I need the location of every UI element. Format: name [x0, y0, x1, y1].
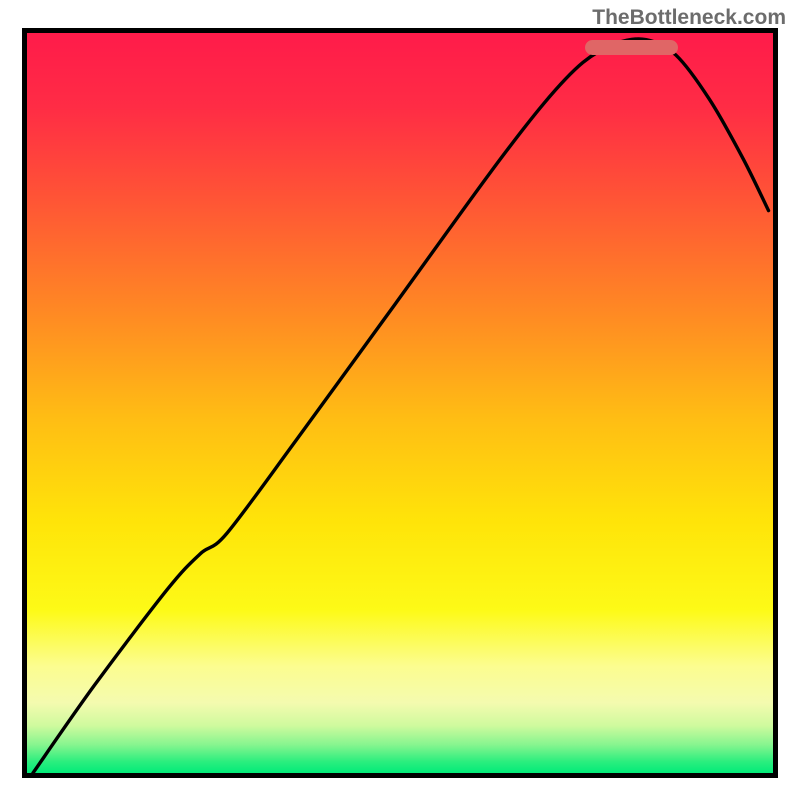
watermark-text: TheBottleneck.com	[592, 6, 786, 30]
bottleneck-chart: { "watermark": { "text": "TheBottleneck.…	[0, 0, 800, 800]
optimum-marker	[585, 40, 678, 55]
plot-frame	[22, 28, 778, 778]
